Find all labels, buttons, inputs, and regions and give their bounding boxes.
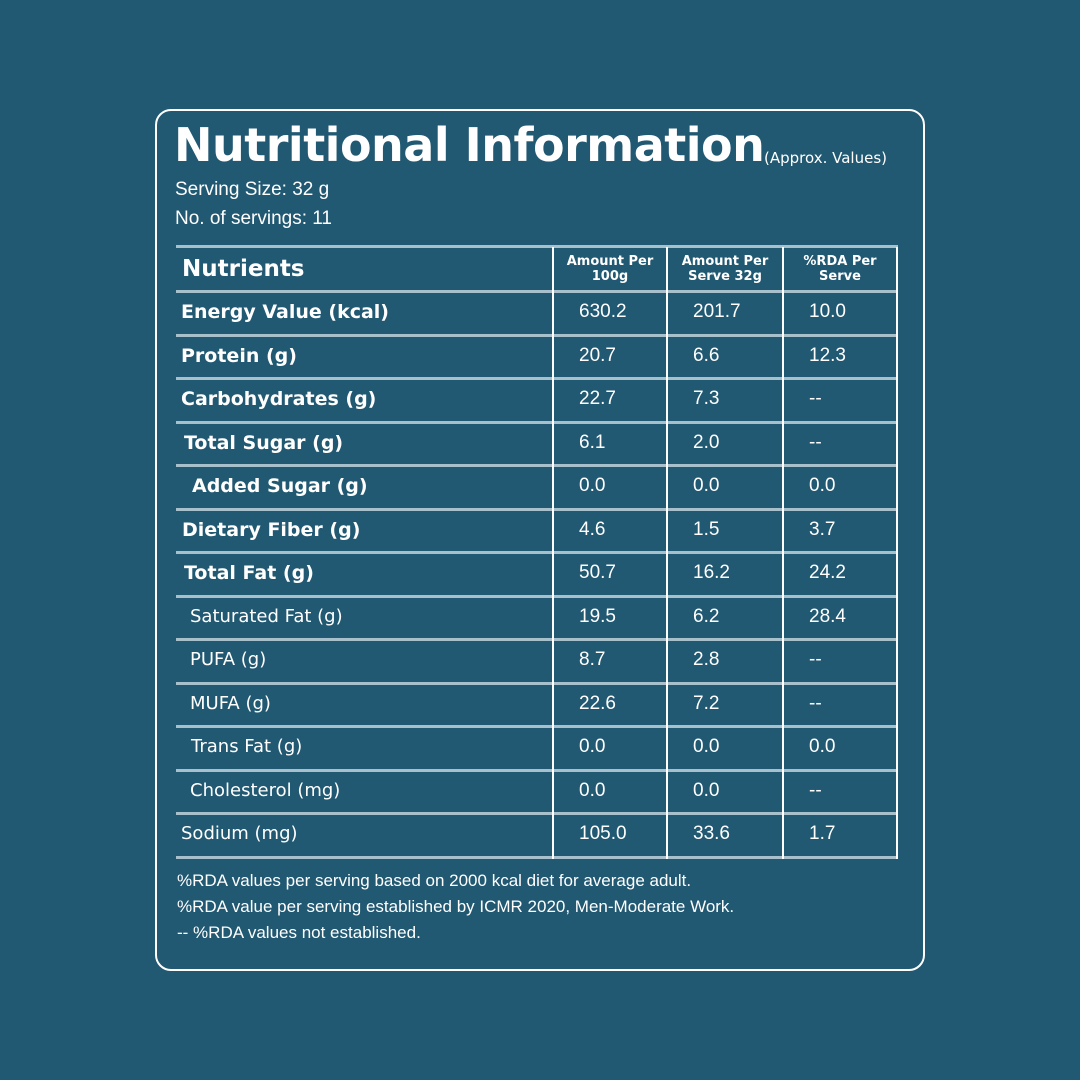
cell-value: 4.6: [579, 518, 606, 540]
column-header: Nutrients: [182, 256, 305, 282]
cell-value: 0.0: [693, 736, 720, 757]
cell-value: 12.3: [809, 344, 846, 366]
row-label: Trans Fat (g): [191, 736, 303, 757]
title-note: (Approx. Values): [764, 149, 887, 167]
cell-value: 0.0: [693, 779, 720, 801]
cell-value: 7.2: [693, 692, 720, 714]
column-header: %RDA Per Serve: [803, 254, 877, 284]
row-line: [176, 551, 898, 554]
row-line: [176, 333, 898, 337]
cell-value: 2.8: [693, 649, 720, 670]
row-label: Sodium (mg): [181, 823, 298, 844]
row-line: [176, 681, 898, 685]
row-line: [176, 812, 898, 815]
column-header: Amount Per Serve 32g: [681, 254, 769, 284]
row-line: [176, 725, 898, 728]
serving-size: Serving Size: 32 g: [175, 179, 330, 200]
row-label: PUFA (g): [190, 649, 267, 670]
cell-value: 7.3: [693, 388, 720, 409]
column-line: [782, 247, 784, 859]
cell-value: 50.7: [579, 562, 616, 583]
row-label: Energy Value (kcal): [181, 301, 389, 323]
cell-value: 28.4: [809, 605, 846, 627]
row-label: Cholesterol (mg): [190, 779, 341, 801]
cell-value: 630.2: [579, 301, 627, 322]
cell-value: --: [809, 431, 822, 453]
cell-value: 22.6: [579, 692, 616, 714]
cell-value: 0.0: [579, 736, 606, 757]
row-line: [176, 245, 898, 248]
cell-value: 0.0: [579, 779, 606, 801]
cell-value: 0.0: [693, 475, 720, 496]
row-line: [176, 855, 898, 859]
cell-value: 2.0: [693, 431, 720, 453]
cell-value: 0.0: [809, 736, 836, 757]
servings: No. of servings: 11: [175, 208, 333, 229]
cell-value: 33.6: [693, 823, 730, 844]
cell-value: 19.5: [579, 605, 616, 627]
cell-value: 105.0: [579, 823, 627, 844]
row-label: Total Sugar (g): [184, 431, 344, 454]
cell-value: --: [809, 779, 822, 801]
row-label: MUFA (g): [190, 692, 271, 714]
row-line: [176, 638, 898, 641]
cell-value: 10.0: [809, 301, 846, 322]
column-line: [896, 247, 898, 859]
cell-value: 20.7: [579, 344, 616, 366]
cell-value: --: [809, 649, 822, 670]
title: Nutritional Information: [174, 118, 765, 172]
cell-value: 0.0: [809, 475, 836, 496]
cell-value: 6.2: [693, 605, 720, 627]
row-line: [176, 377, 898, 380]
cell-value: 3.7: [809, 518, 836, 540]
row-line: [176, 768, 898, 772]
row-label: Total Fat (g): [184, 562, 314, 584]
cell-value: 16.2: [693, 562, 730, 583]
cell-value: 22.7: [579, 388, 616, 409]
cell-value: --: [809, 388, 822, 409]
cell-value: 8.7: [579, 649, 606, 670]
row-line: [176, 594, 898, 598]
row-line: [176, 464, 898, 467]
column-line: [552, 247, 554, 859]
card: [155, 109, 925, 971]
row-line: [176, 507, 898, 511]
row-line: [176, 420, 898, 424]
row-label: Dietary Fiber (g): [182, 518, 361, 541]
cell-value: 24.2: [809, 562, 846, 583]
cell-value: 201.7: [693, 301, 741, 322]
row-label: Protein (g): [181, 344, 297, 367]
footnote: -- %RDA values not established.: [177, 923, 421, 942]
row-label: Added Sugar (g): [192, 475, 368, 497]
column-line: [666, 247, 668, 859]
cell-value: 1.5: [693, 518, 720, 540]
column-header: Amount Per 100g: [566, 254, 654, 284]
cell-value: --: [809, 692, 822, 714]
cell-value: 0.0: [579, 475, 606, 496]
footnote: %RDA value per serving established by IC…: [177, 897, 735, 916]
footnote: %RDA values per serving based on 2000 kc…: [177, 871, 692, 890]
row-line: [176, 290, 898, 293]
row-label: Saturated Fat (g): [190, 605, 343, 627]
cell-value: 6.1: [579, 431, 606, 453]
row-label: Carbohydrates (g): [181, 388, 377, 410]
cell-value: 1.7: [809, 823, 836, 844]
cell-value: 6.6: [693, 344, 720, 366]
